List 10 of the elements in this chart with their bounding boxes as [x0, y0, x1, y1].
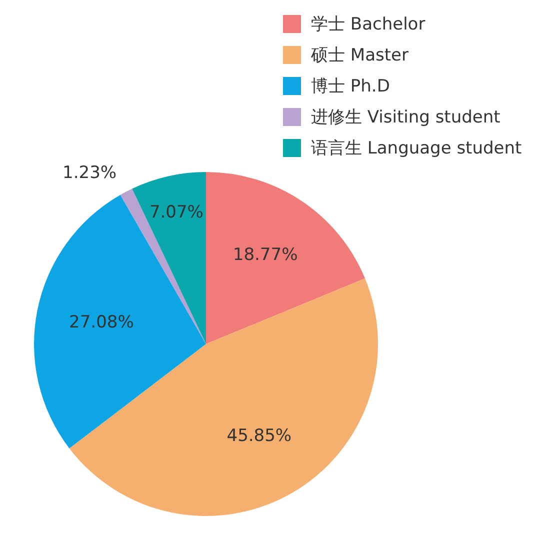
data-label: 18.77% [232, 244, 298, 265]
legend-label: 硕士 Master [310, 45, 408, 66]
legend-label: 学士 Bachelor [311, 14, 426, 34]
data-label: 7.07% [149, 202, 204, 223]
legend-label: 博士 Ph.D [311, 76, 390, 96]
data-label: 1.23% [62, 162, 117, 183]
data-label: 45.85% [226, 426, 292, 446]
legend-label: 语言生 Language student [311, 138, 522, 158]
data-label: 27.08% [69, 312, 134, 332]
legend-label: 进修生 Visiting student [311, 107, 501, 128]
